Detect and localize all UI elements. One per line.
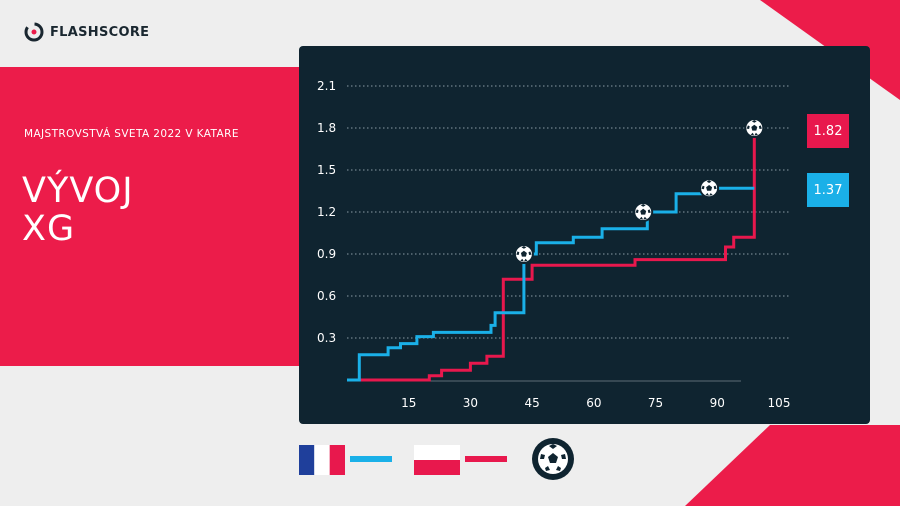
france-legend-line [350, 456, 392, 462]
xg-chart: 0.3 0.6 0.9 1.2 1.5 1.8 2.1 15 30 45 60 75 90 105 [317, 79, 791, 410]
poland-flag-icon [414, 445, 460, 475]
goal-marker-icon [699, 178, 720, 199]
title-panel [0, 67, 300, 366]
x-tick-label: 60 [586, 396, 601, 410]
goal-marker-icon [744, 118, 765, 138]
x-tick-label: 30 [463, 396, 478, 410]
y-tick-label: 1.5 [317, 163, 336, 177]
y-tick-label: 1.2 [317, 205, 336, 219]
y-tick-label: 0.6 [317, 289, 336, 303]
title-line-1: VÝVOJ [22, 171, 134, 211]
y-tick-label: 2.1 [317, 79, 336, 93]
x-tick-label: 45 [525, 396, 540, 410]
page-title: VÝVOJ XG [22, 172, 134, 248]
brand-name: FLASHSCORE [50, 24, 150, 40]
x-tick-label: 90 [710, 396, 725, 410]
goal-marker-icon [633, 202, 654, 222]
france-final-xg-badge: 1.37 [807, 173, 849, 207]
x-tick-label: 105 [768, 396, 791, 410]
football-icon [532, 438, 574, 480]
y-tick-label: 0.9 [317, 247, 336, 261]
chart-panel: 0.3 0.6 0.9 1.2 1.5 1.8 2.1 15 30 45 60 75 90 105 [299, 46, 870, 424]
flashscore-logo: FLASHSCORE [24, 22, 149, 42]
france-xg-line [347, 186, 755, 382]
flashscore-logo-icon [24, 22, 44, 42]
x-tick-label: 15 [401, 396, 416, 410]
poland-final-xg-badge: 1.82 [807, 114, 849, 148]
poland-legend-line [465, 456, 507, 462]
tournament-subtitle: MAJSTROVSTVÁ SVETA 2022 V KATARE [24, 128, 239, 140]
title-line-2: XG [22, 209, 76, 249]
y-tick-label: 1.8 [317, 121, 336, 135]
goal-marker-icon [513, 244, 534, 264]
france-flag-icon [299, 445, 345, 475]
y-tick-label: 0.3 [317, 331, 336, 345]
poland-xg-line [347, 135, 756, 382]
x-tick-label: 75 [648, 396, 663, 410]
